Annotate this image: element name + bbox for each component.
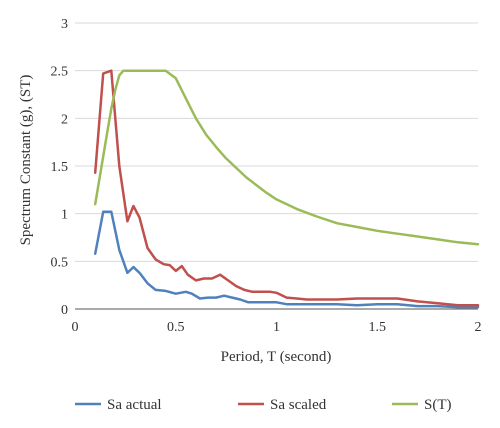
legend: Sa actual Sa scaled S(T) — [75, 397, 452, 413]
y-tick-label: 2 — [61, 112, 68, 127]
x-tick-label: 1.5 — [369, 320, 387, 335]
x-tick-label: 2 — [475, 320, 482, 335]
x-tick-label: 0.5 — [167, 320, 185, 335]
x-tick-label: 1 — [273, 320, 280, 335]
y-tick-label: 1 — [61, 208, 68, 223]
y-axis-title: Spectrum Constant (g), (ST) — [18, 75, 34, 246]
legend-label: S(T) — [424, 397, 452, 413]
x-tick-labels: 0 0.5 1 1.5 2 — [72, 320, 482, 335]
y-tick-label: 0 — [61, 303, 68, 318]
series-line-sa-scaled — [93, 69, 480, 307]
legend-label: Sa scaled — [270, 397, 327, 413]
series-line-sa-actual — [93, 210, 480, 309]
y-tick-label: 3 — [61, 17, 68, 32]
series-lines — [93, 69, 480, 309]
y-tick-labels: 0 0.5 1 1.5 2 2.5 3 — [51, 17, 69, 318]
y-tick-label: 1.5 — [51, 160, 69, 175]
gridlines — [75, 22, 478, 262]
x-axis-title: Period, T (second) — [221, 349, 332, 365]
series-line-s-t — [93, 69, 480, 246]
y-tick-label: 0.5 — [51, 255, 69, 270]
legend-label: Sa actual — [107, 397, 162, 413]
y-tick-label: 2.5 — [51, 65, 69, 80]
x-tick-label: 0 — [72, 320, 79, 335]
